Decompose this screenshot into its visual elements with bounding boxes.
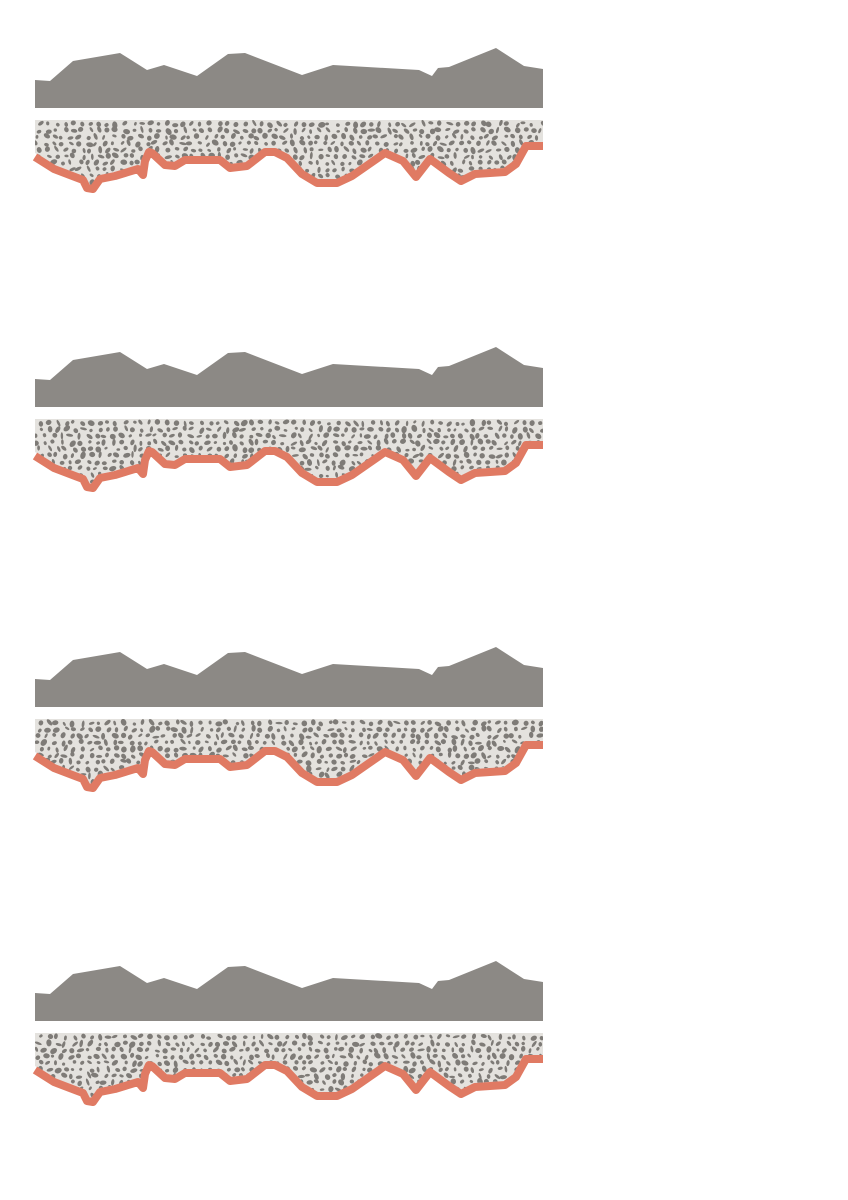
base-line-shape [32,741,543,792]
cross-section-svg [32,961,543,1106]
cross-section-svg [32,48,543,193]
cross-section-panel-4 [32,958,543,1108]
aggregate-stones [35,120,543,185]
base-line-shape [32,441,543,492]
aggregate-layer-shape [35,120,543,185]
top-layer-shape [35,347,543,407]
cross-section-panel-3 [32,644,543,794]
top-layer-shape [35,961,543,1021]
cross-section-svg [32,647,543,792]
base-line-shape [32,1055,543,1106]
cross-section-panel-2 [32,344,543,494]
top-layer-shape [35,48,543,108]
cross-section-panel-1 [32,45,543,195]
cross-section-svg [32,347,543,492]
top-layer-shape [35,647,543,707]
base-line-shape [32,142,543,193]
aggregate-layer-shape [35,1033,543,1098]
aggregate-layer-shape [35,419,543,484]
